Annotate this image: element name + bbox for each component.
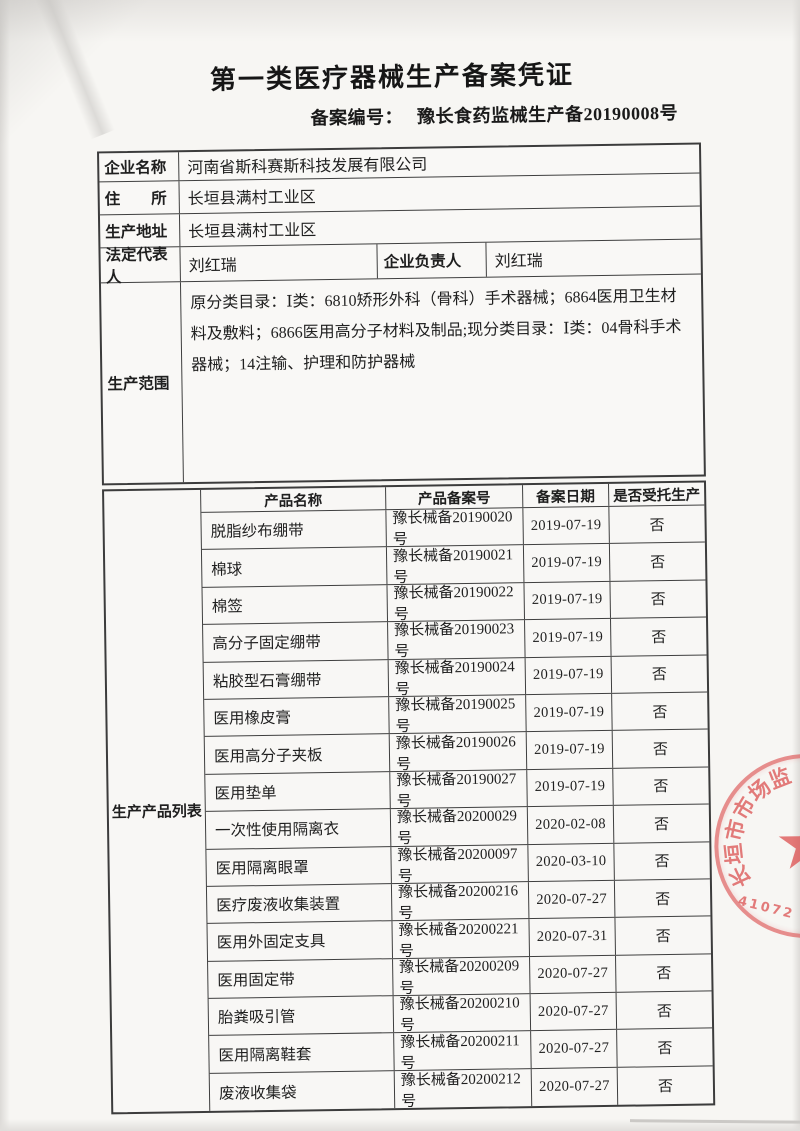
product-name-cell: 废液收集袋 (209, 1070, 396, 1112)
commissioned-cell: 否 (657, 1079, 674, 1096)
filing-date-cell: 2019-07-19 (524, 581, 611, 620)
filing-date-cell: 2019-07-19 (526, 731, 614, 769)
product-name-cell: 医用高分子夹板 (204, 734, 391, 774)
commissioned-cell: 否 (652, 742, 669, 759)
enterprise-head-label: 企业负责人 (376, 242, 487, 279)
filing-number-cell: 豫长械备20200212号 (394, 1068, 533, 1109)
product-name-cell: 医用隔离鞋套 (209, 1033, 395, 1073)
product-name-cell: 医用隔离眼罩 (206, 846, 392, 886)
product-rows: 脱脂纱布绷带 豫长械备20190020号 2019-07-19 否棉球 豫长械备2019… (201, 505, 713, 1112)
filing-number-label: 备案编号： (310, 106, 404, 129)
enterprise-head-value: 刘红瑞 (494, 252, 543, 271)
commissioned-cell: 否 (652, 704, 668, 721)
filing-date-cell: 2020-02-08 (527, 805, 615, 844)
commissioned-cell: 否 (656, 966, 672, 983)
filing-date-cell: 2019-07-19 (523, 544, 611, 582)
filing-number-cell: 豫长械备20200029号 (390, 807, 529, 846)
filing-number-cell: 豫长械备20190026号 (389, 732, 528, 771)
commissioned-cell: 否 (655, 891, 671, 908)
filing-date-cell: 2019-07-19 (525, 619, 612, 657)
product-name-cell: 医疗废液收集装置 (206, 884, 393, 924)
filing-number-cell: 豫长械备20200211号 (394, 1031, 532, 1070)
table-row: 生产范围 原分类目录：Ⅰ类：6810矫形外科（骨科）手术器械；6864医用卫生材… (100, 274, 704, 484)
commissioned-cell: 否 (650, 592, 666, 609)
filing-date-cell: 2019-07-19 (526, 693, 613, 732)
commissioned-cell: 否 (655, 929, 671, 946)
star-icon: ★ (773, 800, 800, 886)
product-name-cell: 医用垫单 (205, 771, 391, 812)
product-list-section: 生产产品列表 (104, 489, 211, 1113)
filing-number-cell: 豫长械备20190027号 (390, 769, 528, 809)
filing-number-value: 豫长食药监械生产备20190008号 (416, 102, 679, 127)
legal-representative-value: 刘红瑞 (188, 257, 237, 276)
product-name-cell: 粘胶型石膏绷带 (203, 659, 390, 699)
commissioned-cell: 否 (656, 1003, 672, 1020)
commissioned-cell: 否 (653, 779, 669, 796)
scan-edge-right (792, 0, 800, 1131)
filing-number-cell: 豫长械备20200216号 (391, 882, 530, 921)
filing-number-cell: 豫长械备20200097号 (391, 844, 529, 884)
certificate-title: 第一类医疗器械生产备案凭证 (209, 60, 575, 95)
product-list-section-label: 生产产品列表 (111, 803, 202, 822)
filing-date-cell: 2020-07-31 (529, 918, 616, 956)
residence-label: 住 所 (99, 181, 180, 215)
commissioned-cell: 否 (651, 667, 667, 684)
production-scope-value: 原分类目录：Ⅰ类：6810矫形外科（骨科）手术器械；6864医用卫生材料及敷料；… (190, 287, 682, 375)
filing-date-cell: 2020-07-27 (530, 992, 618, 1031)
filing-number-cell: 豫长械备20200209号 (393, 956, 531, 996)
filing-date-cell: 2020-03-10 (528, 843, 615, 882)
product-name-cell: 医用橡皮膏 (204, 697, 390, 737)
filing-number-cell: 豫长械备20190025号 (389, 695, 527, 734)
filing-date-cell: 2019-07-19 (525, 656, 613, 695)
scan-edge-top (0, 0, 800, 42)
commissioned-cell: 否 (650, 555, 666, 572)
column-header-filing-date: 备案日期 (523, 483, 610, 508)
filing-number-cell: 豫长械备20190022号 (387, 582, 526, 622)
company-info-table: 企业名称 河南省斯科赛斯科技发展有限公司 住 所 长垣县满村工业区 生产地址 长… (97, 142, 706, 486)
product-name-cell: 医用外固定支具 (207, 921, 394, 961)
product-name-cell: 棉球 (201, 547, 388, 587)
product-name-cell: 胎粪吸引管 (208, 996, 395, 1036)
scan-edge-left (0, 0, 10, 1131)
product-list-main: 产品名称 产品备案号 备案日期 是否受托生产 脱脂纱布绷带 豫长械备2019002… (201, 482, 713, 1112)
commissioned-cell: 否 (657, 1041, 673, 1058)
product-name-cell: 医用固定带 (208, 958, 394, 998)
column-header-product-name: 产品名称 (201, 487, 387, 512)
filing-number-cell: 豫长械备20190023号 (388, 620, 526, 659)
commissioned-cell: 否 (653, 816, 670, 834)
filing-number-line: 备案编号： 豫长食药监械生产备20190008号 (310, 99, 678, 130)
filing-number-cell: 豫长械备20190020号 (386, 508, 524, 547)
filing-number-cell: 豫长械备20200221号 (392, 919, 530, 958)
filing-date-cell: 2020-07-27 (528, 880, 616, 919)
official-seal-stamp: ★ 长垣市市场监 41072 (713, 752, 800, 940)
product-name-cell: 高分子固定绷带 (203, 622, 389, 662)
filing-date-cell: 2019-07-19 (523, 506, 610, 545)
production-scope-label: 生产范围 (100, 282, 184, 484)
commissioned-cell: 否 (654, 854, 670, 871)
product-name-cell: 脱脂纱布绷带 (201, 510, 387, 550)
filing-number-cell: 豫长械备20200210号 (393, 994, 532, 1033)
seal-arc-character: 垣 (721, 842, 748, 866)
filing-date-cell: 2020-07-27 (531, 1067, 619, 1107)
filing-number-cell: 豫长械备20190021号 (386, 545, 525, 584)
filing-date-cell: 2020-07-27 (530, 955, 617, 994)
commissioned-cell: 否 (649, 517, 665, 534)
legal-representative-label: 法定代表人 (100, 246, 181, 286)
column-header-filing-number: 产品备案号 (386, 485, 524, 510)
seal-arc-character: 市 (721, 817, 750, 844)
filing-date-cell: 2019-07-19 (527, 768, 614, 807)
product-name-cell: 一次性使用隔离衣 (205, 809, 392, 849)
column-header-commissioned: 是否受托生产 (613, 487, 701, 505)
table-row: 废液收集袋 豫长械备20200212号 2020-07-27 否 (209, 1066, 713, 1112)
company-name-label: 企业名称 (99, 152, 180, 182)
scan-edge-bottom (0, 1119, 800, 1131)
commissioned-cell: 否 (651, 629, 667, 647)
filing-date-cell: 2020-07-27 (531, 1030, 618, 1068)
filing-number-cell: 豫长械备20190024号 (388, 657, 527, 697)
product-list-table: 生产产品列表 产品名称 产品备案号 备案日期 是否受托生产 脱脂纱布绷带 豫长械备… (102, 480, 716, 1115)
product-name-cell: 棉签 (202, 584, 389, 625)
